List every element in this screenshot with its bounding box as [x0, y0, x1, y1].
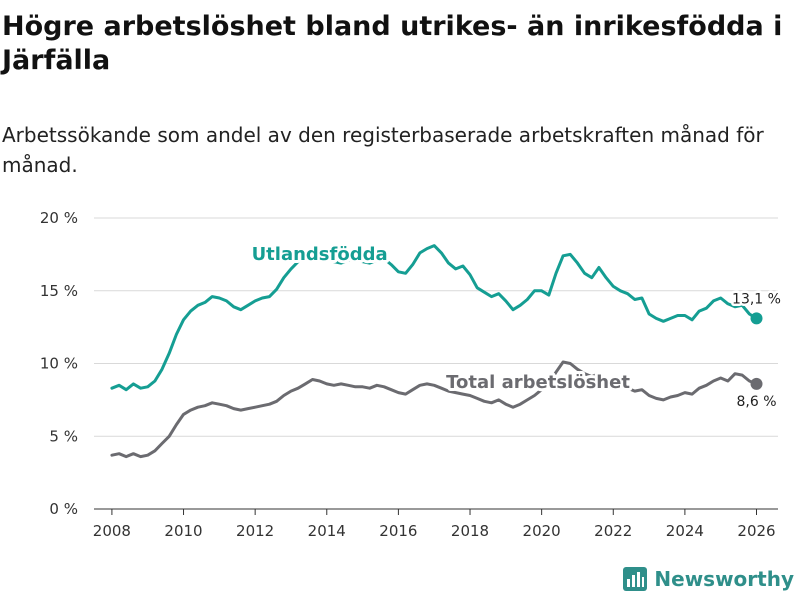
series-annotation: Utlandsfödda: [252, 244, 388, 265]
chart-title: Högre arbetslöshet bland utrikes- än inr…: [2, 11, 783, 76]
x-tick-label: 2020: [523, 522, 561, 540]
x-tick-label: 2016: [379, 522, 417, 540]
brand-name: Newsworthy: [654, 567, 794, 591]
x-tick-label: 2008: [93, 522, 131, 540]
series-line: [110, 244, 758, 392]
y-tick-label: 15 %: [40, 282, 78, 300]
series: [110, 244, 763, 459]
x-tick-label: 2022: [594, 522, 632, 540]
labels: Utlandsfödda Total arbetslöshet 13,1 % 8,6 …: [249, 241, 784, 412]
y-tick-label: 5 %: [49, 427, 78, 445]
x-tick-label: 2018: [451, 522, 489, 540]
series-end-point: [750, 377, 763, 390]
series-annotation: Total arbetslöshet: [446, 372, 630, 393]
x-tick-label: 2012: [236, 522, 274, 540]
series-end-label: 13,1 %: [732, 291, 781, 307]
series-end-point: [750, 312, 763, 325]
brand-logo: Newsworthy: [622, 566, 794, 592]
series-end-label: 8,6 %: [736, 394, 776, 410]
x-tick-label: 2010: [164, 522, 202, 540]
series-line: [110, 360, 758, 459]
chart-subtitle: Arbetssökande som andel av den registerb…: [2, 123, 764, 177]
x-tick-label: 2026: [737, 522, 775, 540]
y-tick-label: 0 %: [49, 500, 78, 518]
x-tick-label: 2024: [666, 522, 704, 540]
axes: 0 % 5 % 10 % 15 % 20 % 2008 2010 2012 2014 2016 20…: [40, 209, 776, 540]
grid: [94, 217, 778, 510]
bar-chart-logo-icon: [623, 567, 648, 591]
line-chart: 0 % 5 % 10 % 15 % 20 % 2008 2010 2012 2014 2016 20…: [40, 209, 784, 540]
y-tick-label: 20 %: [40, 209, 78, 227]
x-tick-label: 2014: [308, 522, 346, 540]
y-tick-label: 10 %: [40, 355, 78, 373]
